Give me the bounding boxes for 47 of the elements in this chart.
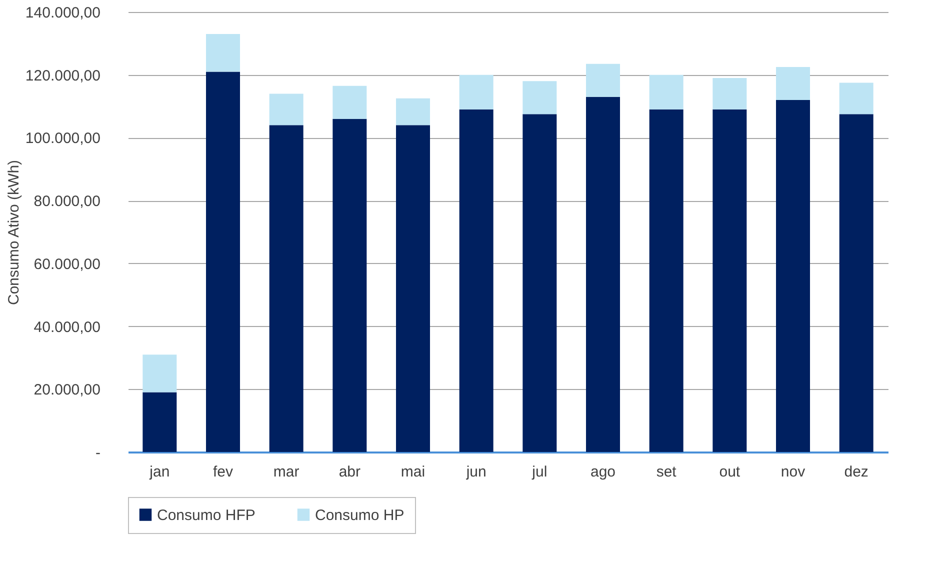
bar [206, 72, 240, 452]
legend-label: Consumo HP [315, 506, 404, 524]
y-tick-label: 40.000,00 [34, 318, 100, 336]
bar [522, 81, 557, 114]
bar [586, 64, 620, 97]
x-tick-label: fev [212, 464, 234, 480]
bar [586, 96, 620, 452]
bar [712, 109, 747, 452]
x-tick-label: abr [338, 464, 361, 480]
y-tick-label: 80.000,00 [34, 193, 100, 210]
bar [396, 125, 430, 452]
y-tick-label: 20.000,00 [34, 382, 100, 399]
bar [332, 118, 367, 452]
bar [776, 100, 810, 452]
y-tick-label: 140.000,00 [25, 4, 100, 22]
y-tick-label: 60.000,00 [34, 256, 100, 273]
x-tick-label: jul [531, 464, 548, 480]
bar [269, 94, 304, 126]
bar [459, 109, 494, 452]
bar [206, 34, 240, 72]
y-tick-label: 120.000,00 [25, 67, 100, 84]
x-tick-label: ago [590, 464, 616, 480]
legend-label: Consumo HFP [157, 506, 256, 524]
x-tick-label: set [656, 464, 678, 480]
y-tick-label: - [96, 444, 100, 462]
x-tick-label: dez [844, 464, 868, 480]
bar [839, 114, 874, 452]
bar [332, 86, 367, 119]
bar [142, 392, 177, 452]
x-tick-label: jan [148, 464, 170, 480]
bar [522, 114, 557, 452]
y-tick-label: 100.000,00 [25, 130, 100, 148]
bar [269, 125, 304, 452]
bar [839, 82, 874, 114]
x-tick-label: out [719, 464, 741, 480]
bar [142, 354, 177, 392]
x-tick-label: nov [780, 464, 806, 480]
bar [396, 98, 430, 126]
bar [776, 67, 810, 100]
bar [649, 109, 684, 452]
x-tick-label: mar [273, 464, 300, 480]
y-axis-title: Consumo Ativo (kWh) [5, 160, 22, 306]
bar [459, 74, 494, 110]
x-tick-label: jun [465, 464, 486, 480]
bar [649, 74, 684, 110]
bar [712, 78, 747, 110]
x-tick-label: mai [400, 464, 426, 480]
